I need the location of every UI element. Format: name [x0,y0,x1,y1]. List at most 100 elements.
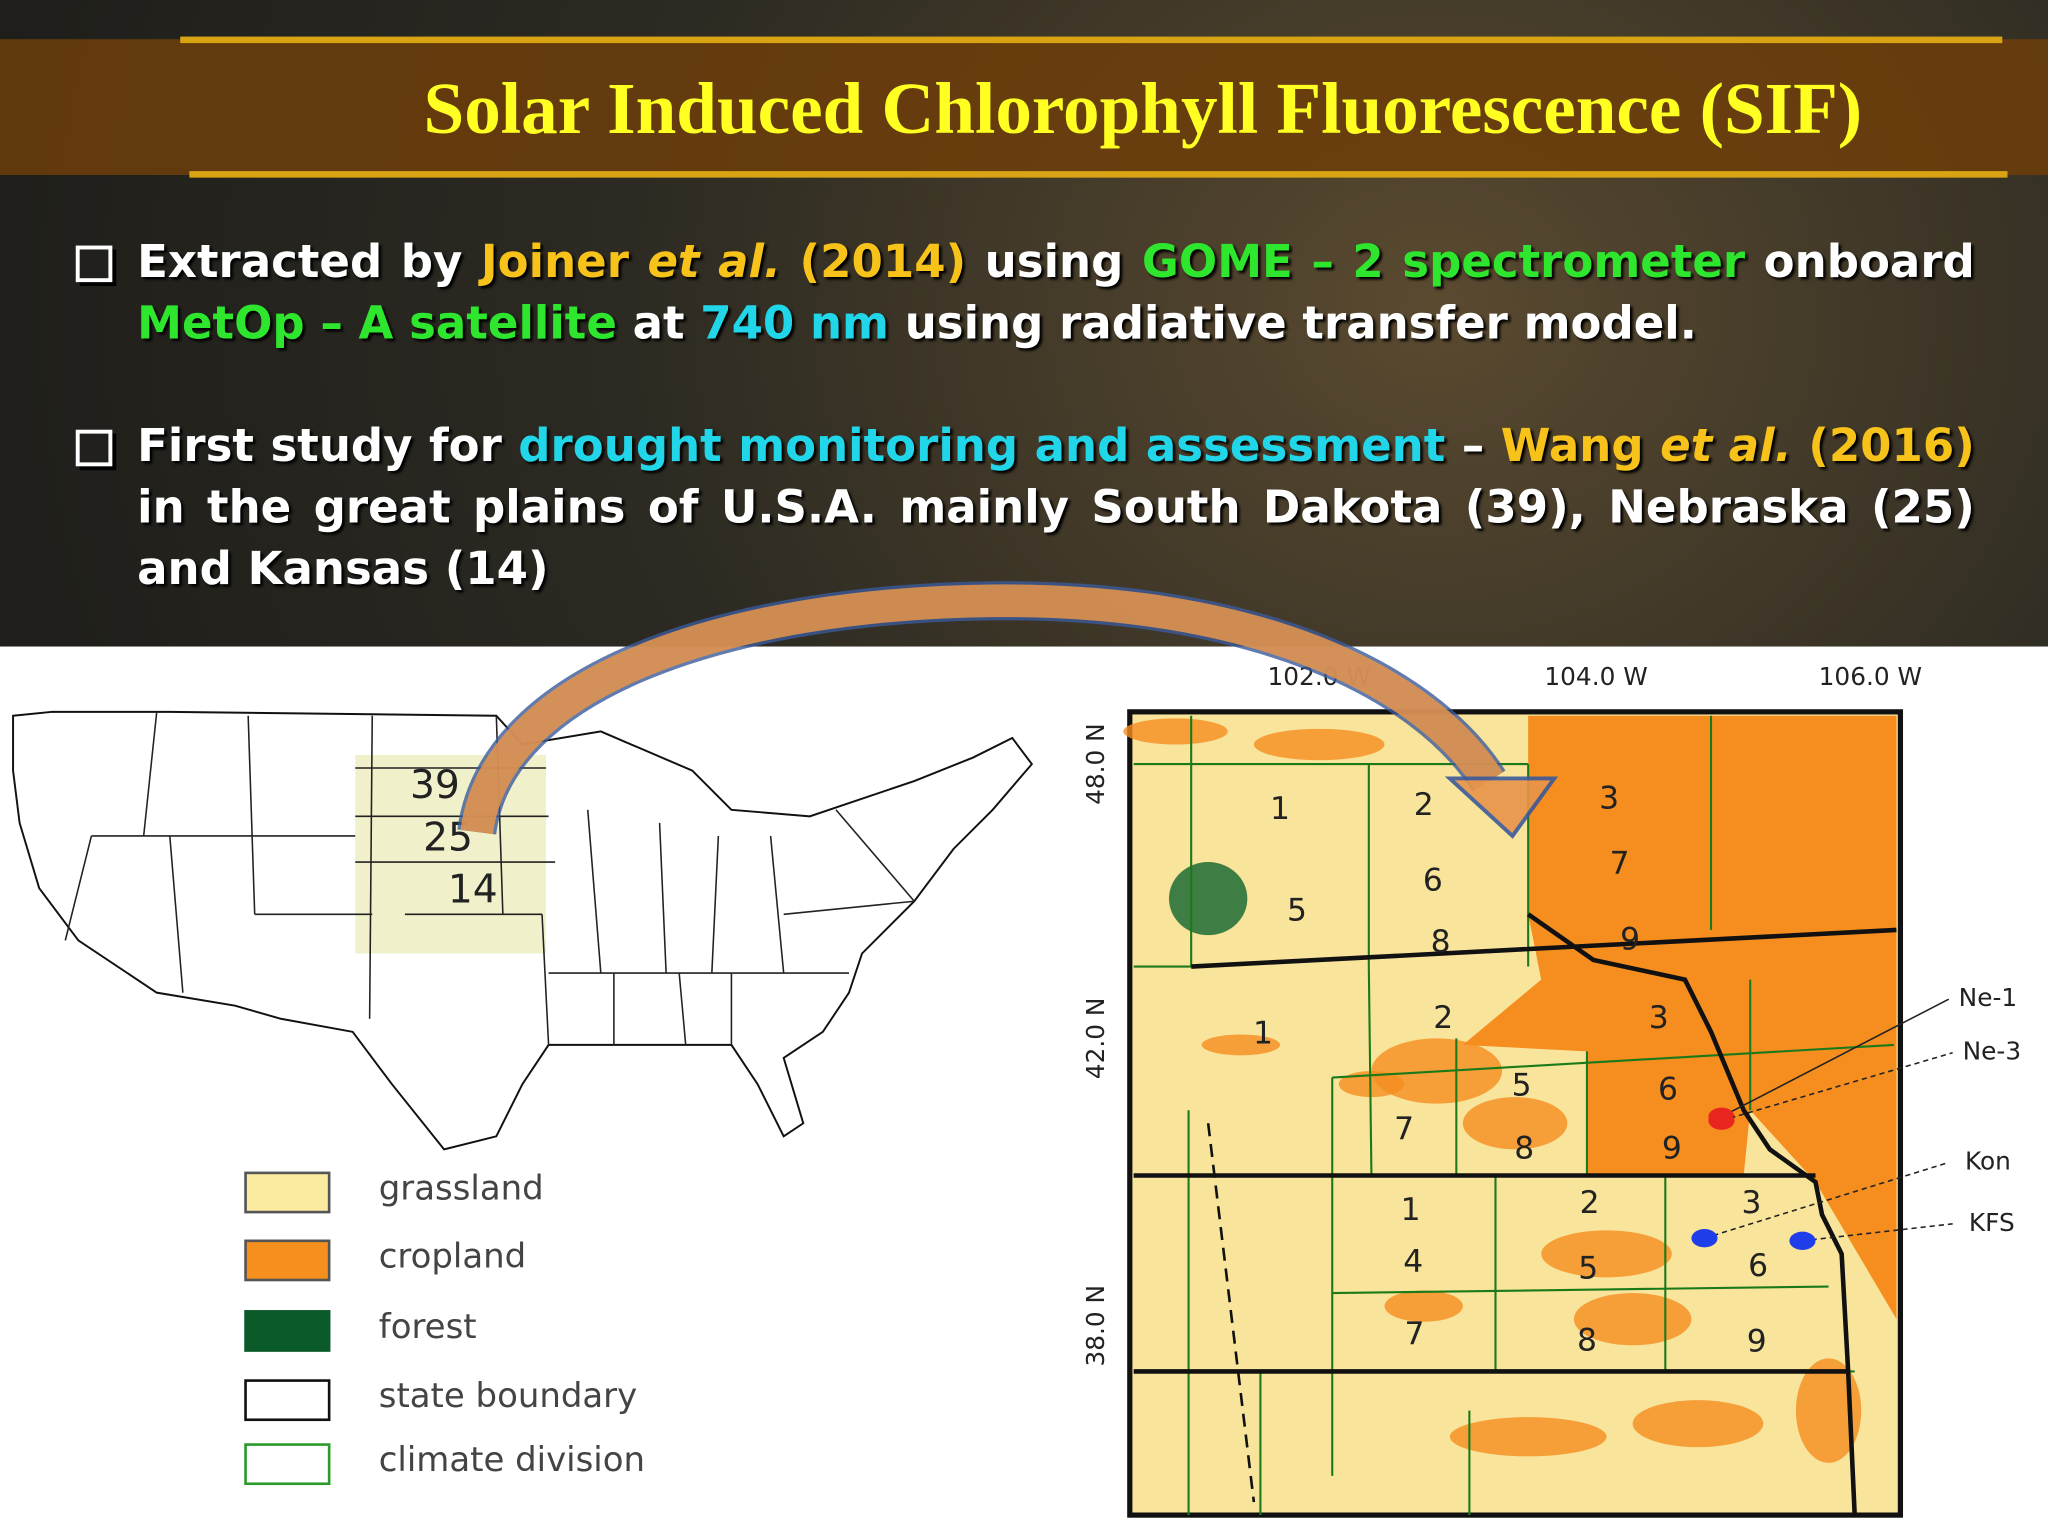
lat-label: 42.0 N [1081,998,1110,1080]
bullet-segment: using [966,236,1142,289]
state-border [1526,912,1857,1516]
bullet-segment: MetOp – A satellite [137,297,617,351]
leader-line [1704,1161,1949,1239]
legend-swatch [244,1171,331,1214]
cropland-patch [1632,1400,1764,1448]
division-number: 8 [1431,924,1451,960]
division-line [1332,1043,1894,1079]
division-number: 2 [1433,1000,1453,1036]
bullet-segment: at [616,297,701,351]
us-outline [12,710,1034,1151]
bullet-segment: – [1445,420,1501,473]
cropland-patch [1123,718,1228,745]
division-line [1332,1285,1829,1295]
bullet-segment: in the great plains of U.S.A. mainly Sou… [137,481,1975,596]
division-number: 1 [1401,1192,1421,1228]
division-number: 9 [1662,1130,1682,1166]
legend-label: state boundary [379,1376,637,1416]
plains-highlight [355,754,546,954]
division-number: 1 [1270,791,1290,827]
station-dot [1708,1111,1735,1130]
bullet-segment: (2016) [1791,420,1975,473]
division-number: 7 [1394,1111,1414,1147]
division-number: 3 [1649,1000,1669,1036]
arrow-body [460,584,1503,835]
legend-label: climate division [379,1440,645,1480]
lat-label: 48.0 N [1081,723,1110,805]
division-number: 2 [1414,787,1434,823]
lat-label: 38.0 N [1081,1285,1110,1367]
cropland-patch [1384,1290,1463,1322]
cropland-patch [1573,1293,1692,1346]
division-number: 8 [1514,1130,1534,1166]
cropland-patch [1201,1034,1280,1056]
cropland-patch [1462,1097,1568,1150]
state-boundary [541,914,550,1045]
legend-swatch [244,1239,331,1282]
station-label: Kon [1965,1146,2011,1175]
state-label: 14 [448,868,498,913]
leader-line [1802,1223,1953,1242]
division-number: 1 [1253,1015,1273,1051]
legend-swatch [244,1443,331,1486]
slide-title: Solar Induced Chlorophyll Fluorescence (… [423,69,1863,151]
bullet-box [75,429,113,467]
bullet-segment: Joiner [480,236,648,289]
bullet-box [75,245,113,283]
bullet-segment: onboard [1745,236,1975,289]
bullet-segment: 740 nm [700,297,890,351]
legend-label: forest [379,1307,477,1347]
legend-label: grassland [379,1168,544,1208]
division-number: 3 [1742,1185,1762,1221]
state-boundary [678,972,687,1045]
station-dot [1691,1229,1718,1248]
state-boundary [658,822,667,974]
bullet-segment: First study for [137,420,519,473]
gold-rule [189,171,2008,178]
state-boundary [247,715,256,915]
bullet-segment: GOME – 2 spectrometer [1141,236,1746,289]
division-number: 3 [1599,780,1619,816]
division-number: 9 [1620,921,1640,957]
leader-line [1721,998,1950,1118]
division-number: 7 [1610,846,1630,882]
station-label: Ne-3 [1963,1037,2022,1066]
legend-swatch [244,1310,331,1352]
division-line [1367,966,1373,1176]
bullet-segment: using radiative transfer model. [889,297,1697,351]
division-number: 7 [1405,1316,1425,1352]
division-number: 5 [1287,893,1307,929]
bullet-segment: et al. [1660,420,1792,473]
state-boundary [368,715,374,1019]
bullet-segment: et al. [647,236,782,289]
state-label: 39 [410,763,460,808]
cropland-patch [1541,1230,1672,1278]
division-number: 8 [1577,1322,1597,1358]
division-number: 2 [1580,1185,1600,1221]
meridian [1206,1123,1256,1503]
lon-label: 106.0 W [1819,662,1922,691]
state-boundary [711,835,720,974]
bullet-segment: Wang [1500,420,1661,473]
cropland-patch [1338,1071,1405,1098]
lon-label: 104.0 W [1544,662,1647,691]
division-number: 5 [1512,1068,1532,1104]
bullet-segment: Extracted by [137,236,481,289]
division-number: 6 [1748,1248,1768,1284]
station-label: Ne-1 [1959,983,2018,1012]
station-dot [1789,1231,1816,1250]
legend-swatch [244,1379,331,1422]
cropland-patch [1795,1358,1862,1463]
state-boundary [169,835,184,993]
state-boundary [769,835,785,974]
division-number: 5 [1578,1251,1598,1287]
forest-patch [1168,862,1248,936]
cropland-region [1462,715,1897,1320]
state-boundary [64,835,93,941]
state-boundary [142,711,158,837]
state-boundary [835,809,915,902]
arrow-head [1444,776,1559,839]
state-boundary [783,900,915,916]
